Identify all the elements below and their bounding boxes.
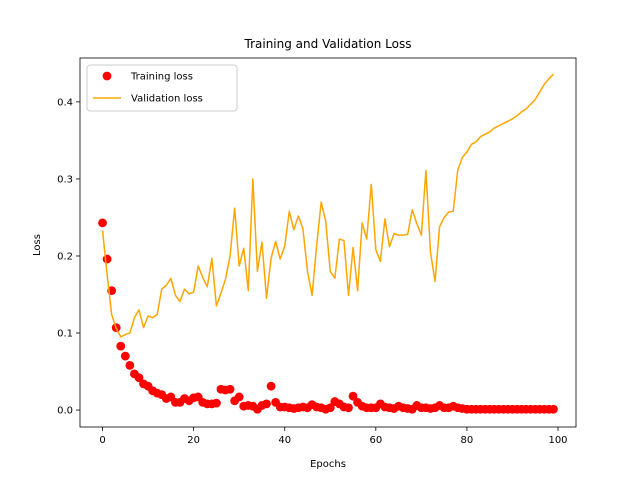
x-tick-label: 80	[461, 435, 474, 446]
training-loss-point	[344, 403, 353, 413]
legend: Training loss Validation loss	[86, 64, 238, 112]
training-loss-point	[102, 254, 112, 264]
y-tick-label: 0.0	[57, 406, 73, 417]
legend-label-validation: Validation loss	[131, 94, 203, 105]
legend-box	[86, 64, 238, 112]
legend-label-training: Training loss	[130, 72, 193, 83]
training-loss-point	[234, 392, 244, 402]
x-tick-label: 0	[99, 435, 105, 446]
x-tick-label: 40	[278, 435, 291, 446]
x-axis-label: Epochs	[310, 459, 346, 470]
training-loss-point	[225, 384, 235, 394]
validation-loss-line	[101, 73, 554, 338]
training-loss-point	[325, 403, 335, 413]
training-loss-point	[549, 404, 558, 414]
y-tick-label: 0.3	[57, 174, 73, 185]
training-loss-point	[116, 341, 126, 351]
training-loss-point	[120, 351, 130, 361]
training-loss-point	[98, 218, 107, 228]
x-tick-label: 100	[548, 435, 567, 446]
y-tick-label: 0.1	[57, 329, 73, 340]
x-tick-label: 20	[187, 435, 200, 446]
y-tick-label: 0.2	[57, 251, 73, 262]
y-tick-label: 0.4	[57, 97, 73, 108]
x-tick-label: 60	[369, 435, 382, 446]
plot-area: 0 20 40 60 80 100 0.0 0.1 0.2 0.3 0.4	[57, 57, 577, 446]
legend-marker-training	[102, 71, 112, 81]
training-loss-point	[266, 381, 276, 391]
training-loss-point	[348, 391, 358, 401]
axes-frame	[79, 57, 577, 428]
training-loss-point	[212, 398, 221, 408]
training-loss-point	[262, 399, 271, 409]
series-group	[98, 73, 558, 414]
y-axis-label: Loss	[32, 234, 43, 256]
training-loss-point	[125, 360, 135, 370]
chart-title: Training and Validation Loss	[244, 37, 412, 51]
training-loss-point	[134, 373, 144, 383]
